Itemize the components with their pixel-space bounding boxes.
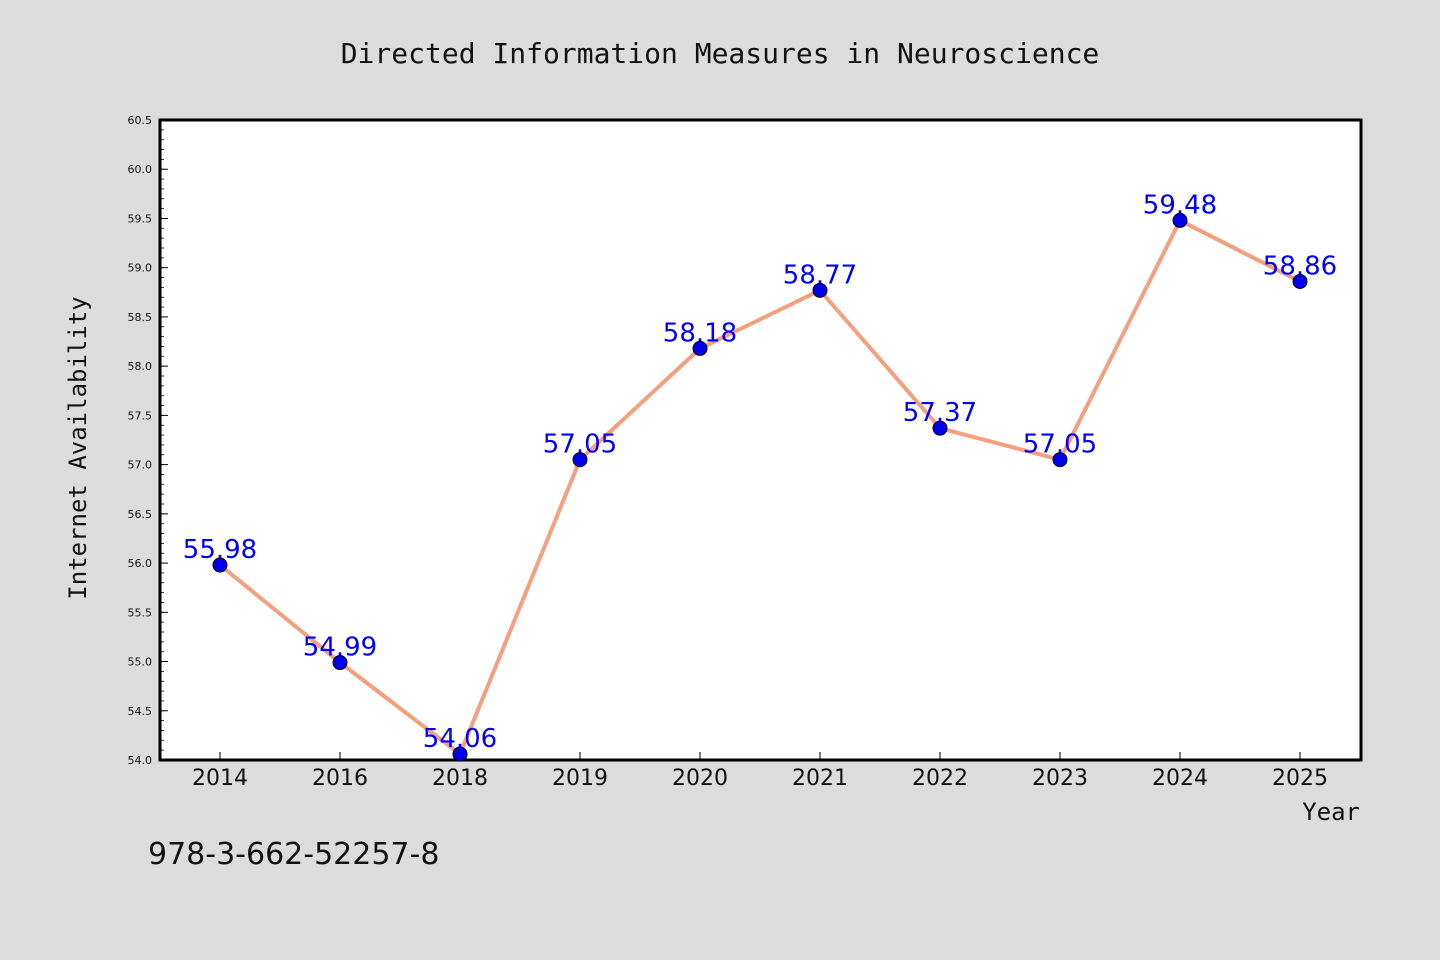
x-tick-label: 2024 [1152, 766, 1208, 791]
data-label: 58.18 [663, 318, 737, 348]
data-label: 57.37 [903, 398, 977, 428]
data-point [332, 655, 348, 671]
x-tick-label: 2025 [1272, 766, 1328, 791]
y-tick-label: 55.5 [128, 606, 153, 619]
data-label: 55.98 [183, 535, 257, 565]
y-axis-label: Internet Availability [64, 296, 92, 599]
y-tick-label: 60.0 [128, 163, 153, 176]
data-point [692, 340, 708, 356]
data-point [212, 557, 228, 573]
x-tick-label: 2023 [1032, 766, 1088, 791]
y-tick-label: 55.0 [128, 656, 153, 669]
data-point [1052, 452, 1068, 468]
y-tick-label: 56.5 [128, 508, 153, 521]
data-point [572, 452, 588, 468]
series-line [218, 218, 1301, 757]
data-label: 57.05 [543, 430, 617, 460]
series: 55.98 54.99 54.06 57.05 58.18 58.77 57.37 57.05… [183, 190, 1337, 762]
x-tick-label: 2016 [312, 766, 368, 791]
y-tick-label: 54.5 [128, 705, 153, 718]
data-point [932, 420, 948, 436]
data-label: 59.48 [1143, 190, 1217, 220]
data-point [812, 282, 828, 298]
y-tick-label: 57.5 [128, 409, 153, 422]
data-label: 58.77 [783, 260, 857, 290]
y-tick-label: 59.5 [128, 212, 153, 225]
chart-title: Directed Information Measures in Neurosc… [341, 37, 1100, 70]
y-tick-label: 54.0 [128, 754, 153, 767]
data-label: 57.05 [1023, 430, 1097, 460]
data-point [1292, 273, 1308, 289]
data-point [1172, 212, 1188, 228]
y-tick-label: 58.5 [128, 311, 153, 324]
x-axis-label: Year [1302, 798, 1360, 826]
x-tick-label: 2019 [552, 766, 608, 791]
x-tick-label: 2022 [912, 766, 968, 791]
y-tick-label: 60.5 [128, 114, 153, 127]
x-axis: 2014 2016 2018 2019 2020 2021 2022 2023 2024 2025 [192, 752, 1328, 791]
y-axis: 54.0 54.5 55.0 55.5 56.0 56.5 57.0 57.5 58.0 58.5… [128, 114, 168, 767]
isbn-annotation: 978-3-662-52257-8 [148, 837, 439, 872]
x-tick-label: 2021 [792, 766, 848, 791]
data-label: 54.06 [423, 724, 497, 754]
plot-area [158, 118, 1363, 762]
x-tick-label: 2018 [432, 766, 488, 791]
y-tick-label: 57.0 [128, 459, 153, 472]
x-tick-label: 2014 [192, 766, 248, 791]
y-tick-label: 59.0 [128, 262, 153, 275]
y-tick-label: 56.0 [128, 557, 153, 570]
data-point [452, 746, 468, 762]
x-tick-label: 2020 [672, 766, 728, 791]
data-label: 58.86 [1263, 251, 1337, 281]
data-label: 54.99 [303, 633, 377, 663]
y-tick-label: 58.0 [128, 360, 153, 373]
